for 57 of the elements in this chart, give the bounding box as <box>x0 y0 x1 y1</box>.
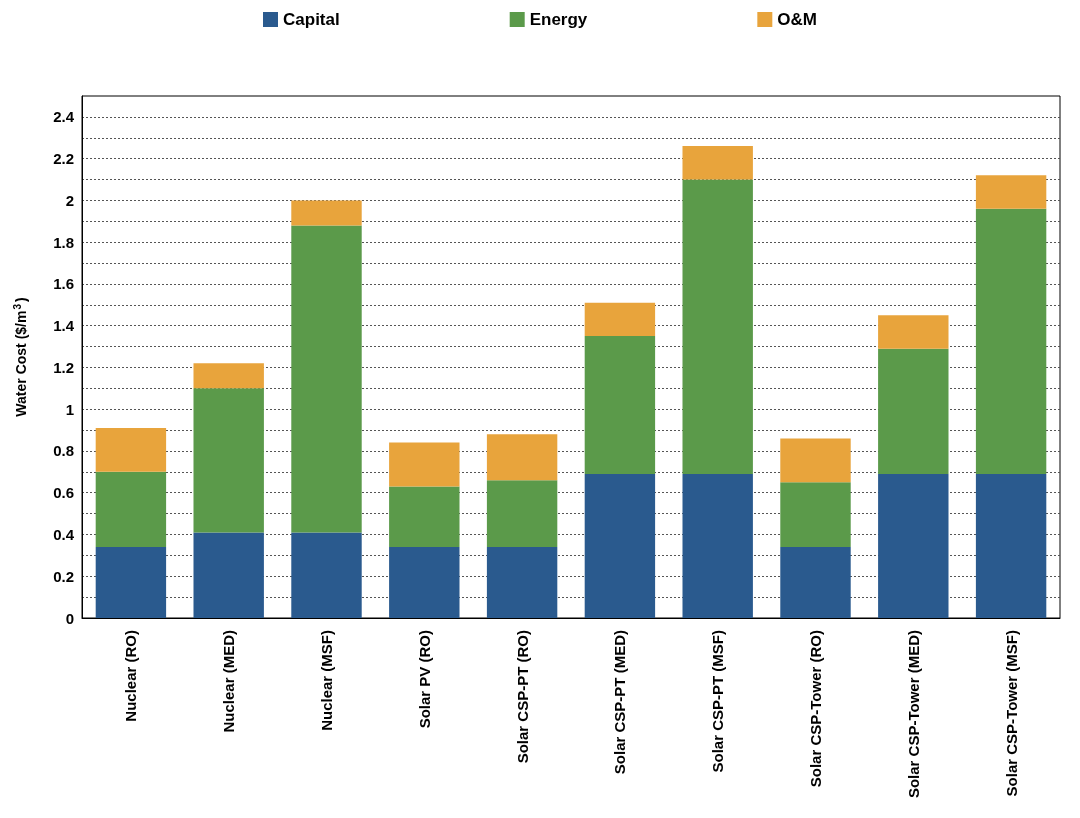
y-tick-label: 2.4 <box>53 108 75 126</box>
x-tick-label: Solar CSP-Tower (MSF) <box>1002 630 1020 797</box>
bar <box>878 348 949 474</box>
bar <box>486 547 558 618</box>
bar <box>780 547 851 618</box>
bar <box>486 480 558 548</box>
legend-label: O&M <box>777 10 817 29</box>
x-tick-label: Solar CSP-Tower (RO) <box>807 630 824 788</box>
x-tick-label: Nuclear (MED) <box>220 630 238 733</box>
x-tick-label: Solar CSP-PT (RO) <box>513 630 531 764</box>
y-tick-label: 1 <box>65 400 74 418</box>
y-tick-label: 1.2 <box>53 358 74 376</box>
y-tick-label: 1.4 <box>53 317 75 335</box>
bar <box>584 473 656 618</box>
bar <box>975 208 1047 474</box>
y-tick-label: 0.8 <box>53 442 74 460</box>
bar <box>682 473 753 618</box>
x-tick-label: Solar CSP-PT (MED) <box>611 630 629 775</box>
x-tick-label: Nuclear (MSF) <box>318 630 335 731</box>
y-tick-label: 0.6 <box>53 484 74 502</box>
bar <box>584 302 656 337</box>
bar <box>780 482 851 548</box>
x-tick-label: Solar PV (RO) <box>415 630 433 729</box>
bar <box>878 473 949 618</box>
bar <box>389 486 460 548</box>
y-tick-label: 2 <box>65 191 74 209</box>
bar <box>878 315 949 349</box>
x-tick-label: Solar CSP-PT (MSF) <box>709 630 727 773</box>
bar <box>780 438 851 483</box>
bar <box>95 547 167 618</box>
y-tick-label: 0.4 <box>53 525 75 543</box>
bar <box>486 434 558 481</box>
bar <box>291 225 362 533</box>
y-tick-label: 2.2 <box>53 150 74 168</box>
y-tick-label: 1.8 <box>53 233 74 251</box>
y-tick-label: 0 <box>65 609 74 627</box>
x-tick-label: Solar CSP-Tower (MED) <box>904 630 922 799</box>
bar <box>193 363 264 389</box>
bar <box>389 547 460 618</box>
y-tick-label: 1.6 <box>53 275 74 293</box>
legend-label: Energy <box>529 10 588 29</box>
bar <box>975 175 1047 209</box>
bar <box>291 532 362 618</box>
bar <box>95 427 167 472</box>
bar <box>682 179 753 474</box>
bar <box>193 532 264 618</box>
bar <box>975 473 1047 618</box>
bar <box>291 200 362 226</box>
x-tick-label: Nuclear (RO) <box>122 630 140 722</box>
y-axis-title: Water Cost ($/m3) <box>11 297 29 417</box>
legend-label: Capital <box>283 10 340 29</box>
bar <box>193 388 264 533</box>
bar <box>682 146 753 180</box>
bar <box>389 442 460 487</box>
y-tick-label: 0.2 <box>53 567 74 585</box>
bar <box>95 471 167 548</box>
bar <box>584 336 656 474</box>
